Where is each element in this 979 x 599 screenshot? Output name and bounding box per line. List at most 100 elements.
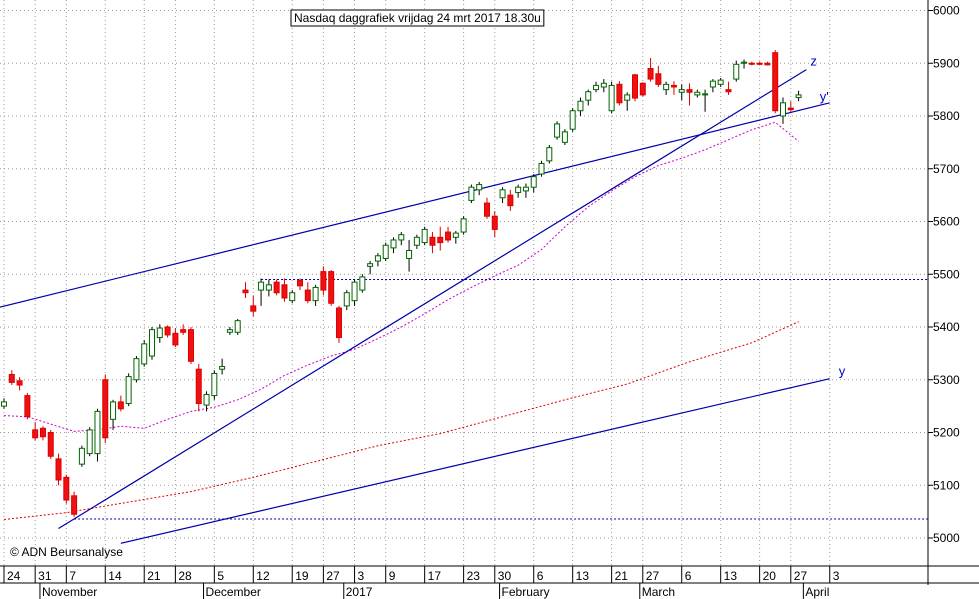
candle-body-up xyxy=(460,218,467,233)
candle xyxy=(764,61,771,66)
candle xyxy=(374,253,381,267)
candle xyxy=(468,184,475,204)
candle-body-down xyxy=(32,429,39,439)
candle-body-up xyxy=(390,239,397,249)
candle-body-down xyxy=(335,307,342,339)
x-day-label: 12 xyxy=(256,569,270,583)
candle xyxy=(452,230,459,244)
candle xyxy=(195,363,202,412)
candles xyxy=(1,50,802,517)
candle xyxy=(273,279,280,296)
copyright-text: © ADN Beursanalyse xyxy=(10,545,123,559)
y-tick-label: 5600 xyxy=(933,215,960,229)
candle xyxy=(250,295,257,317)
candle xyxy=(398,232,405,246)
candle-body-down xyxy=(320,271,327,291)
x-day-label: 23 xyxy=(467,569,481,583)
candle xyxy=(335,305,342,343)
candle-body-down xyxy=(429,236,436,246)
x-month-label: November xyxy=(42,585,97,599)
candle xyxy=(538,160,545,177)
candle xyxy=(694,89,701,98)
candle-body-down xyxy=(164,326,171,336)
candle xyxy=(180,324,187,335)
candle xyxy=(39,426,46,441)
candle-body-down xyxy=(655,73,662,85)
candle xyxy=(616,81,623,106)
x-day-label: 6 xyxy=(537,569,544,583)
candle xyxy=(320,266,327,296)
candle-body-up xyxy=(593,84,600,91)
y-tick-label: 5500 xyxy=(933,267,960,281)
y-tick-label: 5800 xyxy=(933,109,960,123)
candle xyxy=(678,84,685,101)
candle xyxy=(187,327,194,364)
y-tick-label: 5700 xyxy=(933,162,960,176)
candle xyxy=(211,370,218,400)
candle xyxy=(476,181,483,196)
trend-label-y: y xyxy=(839,364,846,379)
candle-body-down xyxy=(437,236,444,244)
candle xyxy=(507,189,514,211)
candle xyxy=(530,174,537,193)
candle-body-up xyxy=(585,91,592,101)
candle-body-up xyxy=(265,284,272,291)
candle-body-down xyxy=(725,89,732,93)
title-box xyxy=(290,9,545,27)
candle-body-up xyxy=(86,429,93,455)
candle-body-down xyxy=(250,305,257,312)
candle xyxy=(725,81,732,95)
x-month-label: April xyxy=(805,585,829,599)
candle xyxy=(655,65,662,87)
candle-body-down xyxy=(304,289,311,302)
candle xyxy=(437,226,444,251)
trend-line-z xyxy=(58,69,807,530)
candle-body-up xyxy=(546,147,553,162)
candle-body-up xyxy=(382,244,389,259)
candle-body-up xyxy=(289,292,296,302)
candle xyxy=(748,61,755,66)
candle-body-up xyxy=(413,236,420,246)
candle xyxy=(709,79,716,93)
candle xyxy=(647,57,654,82)
x-day-label: 31 xyxy=(38,569,52,583)
candle-body-up xyxy=(741,61,748,64)
candle xyxy=(359,274,366,293)
candle-body-down xyxy=(616,83,623,104)
x-day-label: 3 xyxy=(833,569,840,583)
x-day-label: 28 xyxy=(178,569,192,583)
trend-line-y xyxy=(120,378,830,544)
candle-body-down xyxy=(24,395,31,418)
candle-body-up xyxy=(234,320,241,333)
candle-body-down xyxy=(187,329,194,362)
candle xyxy=(390,237,397,254)
candle xyxy=(16,377,23,391)
candle xyxy=(281,278,288,302)
candle xyxy=(593,81,600,93)
x-day-label: 19 xyxy=(295,569,309,583)
chart-title: Nasdaq daggrafiek vrijdag 24 mrt 2017 18… xyxy=(294,11,541,25)
candle xyxy=(312,284,319,306)
x-month-label: 2017 xyxy=(346,585,373,599)
x-day-label: 24 xyxy=(7,569,21,583)
candle-body-up xyxy=(94,410,101,455)
candle xyxy=(624,92,631,111)
candle-body-up xyxy=(569,110,576,130)
candle-body-up xyxy=(530,176,537,188)
x-day-label: 27 xyxy=(794,569,808,583)
candle-body-down xyxy=(764,62,771,66)
candle-body-up xyxy=(398,234,405,241)
candle-body-down xyxy=(55,458,62,481)
candle xyxy=(733,60,740,82)
x-day-label: 13 xyxy=(576,569,590,583)
candle xyxy=(149,327,156,360)
candle xyxy=(569,108,576,132)
candle-body-up xyxy=(795,94,802,99)
candle-body-up xyxy=(733,63,740,80)
candle-body-down xyxy=(63,476,70,501)
candle xyxy=(55,453,62,486)
candle xyxy=(141,340,148,367)
y-tick-label: 6000 xyxy=(933,4,960,18)
candle-body-up xyxy=(452,232,459,238)
candle xyxy=(351,279,358,306)
